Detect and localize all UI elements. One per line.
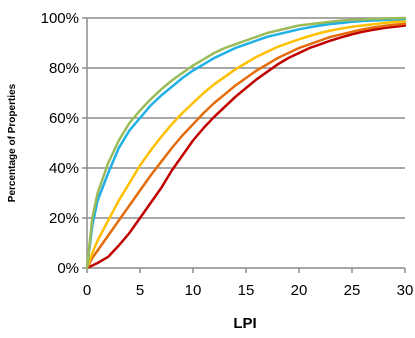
x-tick-label: 25	[344, 282, 361, 299]
series-line-1	[85, 16, 407, 270]
y-tick-label: 0%	[57, 260, 79, 277]
y-tick-label: 60%	[49, 110, 79, 127]
y-axis-label: Percentage of Properties	[7, 83, 18, 202]
series-lines	[85, 16, 407, 270]
x-axis-label: LPI	[233, 315, 256, 332]
axes	[82, 17, 406, 273]
y-tick-label: 80%	[49, 60, 79, 77]
y-tick-label: 20%	[49, 210, 79, 227]
tick-labels: 0% 20% 40% 60% 80% 100% 0 5 10 15 20 25 30	[41, 10, 414, 299]
x-tick-label: 0	[83, 282, 91, 299]
y-tick-label: 100%	[41, 10, 79, 27]
x-tick-label: 30	[397, 282, 414, 299]
x-tick-label: 20	[291, 282, 308, 299]
y-tick-label: 40%	[49, 160, 79, 177]
x-tick-label: 15	[238, 282, 255, 299]
x-tick-label: 10	[185, 282, 202, 299]
series-line-2	[85, 17, 407, 270]
series-line-4	[85, 22, 407, 270]
x-tick-label: 5	[136, 282, 144, 299]
series-line-3	[85, 20, 407, 270]
series-line-5	[85, 24, 407, 270]
